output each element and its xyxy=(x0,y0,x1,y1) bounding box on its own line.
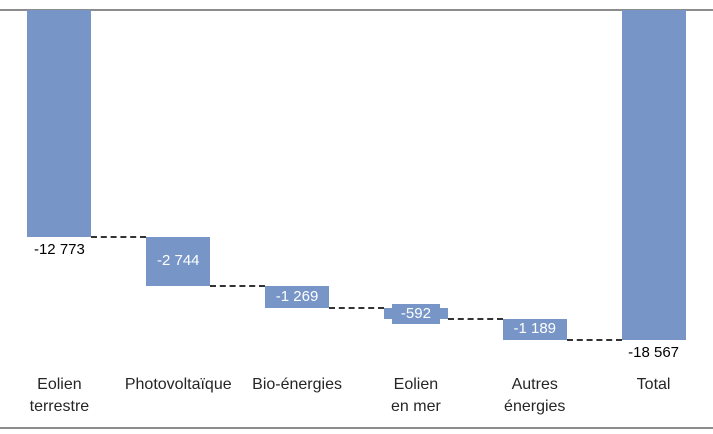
value-label-4: -592 xyxy=(391,303,440,324)
value-label-2: -2 744 xyxy=(154,251,203,272)
value-label-1: -12 773 xyxy=(33,241,85,259)
connector-line-2 xyxy=(210,284,266,287)
category-label-3: Bio-énergies xyxy=(252,376,342,393)
zero-axis-line xyxy=(0,9,713,11)
bar-6 xyxy=(621,10,686,340)
connector-line-5 xyxy=(566,339,622,341)
category-label-1: Eolien terrestre xyxy=(29,376,90,415)
value-label-6: -18 567 xyxy=(628,344,680,361)
connector-line-4 xyxy=(447,317,503,320)
category-label-6: Total xyxy=(636,376,671,393)
chart-bottom-border xyxy=(0,427,713,429)
connector-line-3 xyxy=(329,307,384,310)
x-axis-labels: Eolien terrestre Photovoltaïque Bio-énergie… xyxy=(0,374,713,422)
category-label-2: Photovoltaïque xyxy=(124,376,232,393)
value-label-3: -1 269 xyxy=(273,287,322,308)
category-label-5: Autres énergies xyxy=(504,376,566,415)
category-label-4: Eolien en mer xyxy=(391,376,441,415)
bar-1 xyxy=(27,10,92,238)
connector-line-1 xyxy=(91,236,147,239)
value-label-5: -1 189 xyxy=(510,319,559,340)
